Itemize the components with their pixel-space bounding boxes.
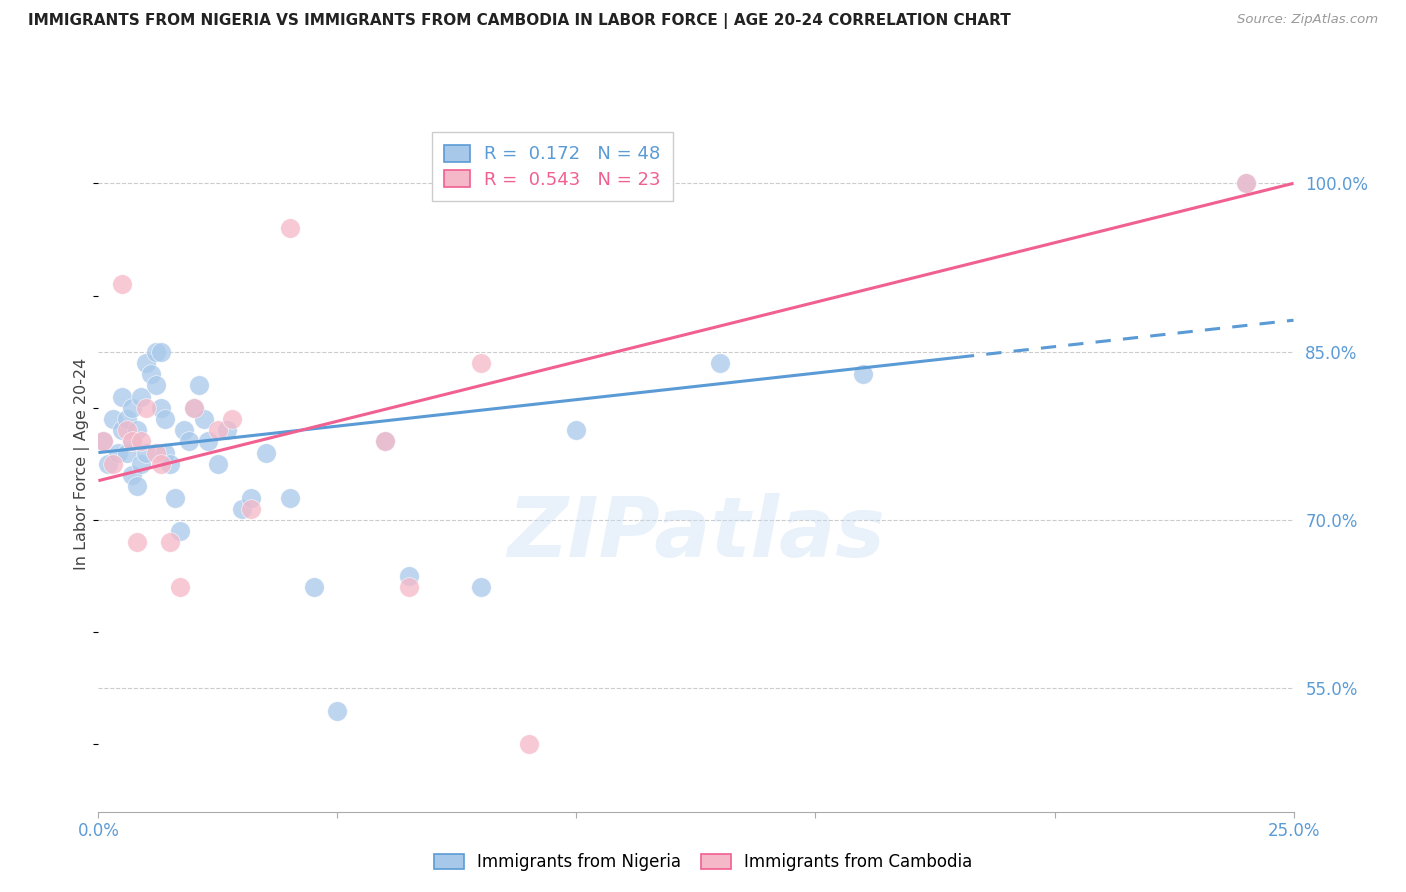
- Point: [278, 221, 301, 235]
- Point: [111, 277, 134, 292]
- Point: [169, 580, 191, 594]
- Point: [326, 704, 349, 718]
- Point: [374, 434, 396, 449]
- Point: [145, 344, 167, 359]
- Point: [131, 434, 153, 449]
- Point: [183, 401, 205, 415]
- Point: [565, 423, 588, 437]
- Point: [155, 445, 177, 459]
- Point: [159, 535, 181, 549]
- Point: [115, 423, 138, 437]
- Point: [159, 457, 181, 471]
- Point: [221, 412, 243, 426]
- Point: [121, 401, 143, 415]
- Point: [193, 412, 215, 426]
- Point: [121, 468, 143, 483]
- Point: [278, 491, 301, 505]
- Point: [135, 401, 157, 415]
- Text: Source: ZipAtlas.com: Source: ZipAtlas.com: [1237, 13, 1378, 27]
- Point: [398, 580, 420, 594]
- Point: [131, 390, 153, 404]
- Point: [240, 491, 263, 505]
- Legend: R =  0.172   N = 48, R =  0.543   N = 23: R = 0.172 N = 48, R = 0.543 N = 23: [432, 132, 673, 202]
- Point: [852, 367, 875, 381]
- Point: [207, 423, 229, 437]
- Text: IMMIGRANTS FROM NIGERIA VS IMMIGRANTS FROM CAMBODIA IN LABOR FORCE | AGE 20-24 C: IMMIGRANTS FROM NIGERIA VS IMMIGRANTS FR…: [28, 13, 1011, 29]
- Point: [1234, 176, 1257, 190]
- Legend: Immigrants from Nigeria, Immigrants from Cambodia: Immigrants from Nigeria, Immigrants from…: [425, 845, 981, 880]
- Text: ZIPatlas: ZIPatlas: [508, 493, 884, 574]
- Point: [197, 434, 219, 449]
- Point: [101, 457, 124, 471]
- Point: [97, 457, 120, 471]
- Point: [179, 434, 201, 449]
- Point: [517, 738, 540, 752]
- Point: [91, 434, 114, 449]
- Point: [398, 569, 420, 583]
- Point: [149, 344, 172, 359]
- Point: [115, 445, 138, 459]
- Point: [135, 356, 157, 370]
- Point: [374, 434, 396, 449]
- Point: [217, 423, 239, 437]
- Point: [131, 457, 153, 471]
- Point: [207, 457, 229, 471]
- Point: [91, 434, 114, 449]
- Point: [470, 580, 492, 594]
- Point: [302, 580, 325, 594]
- Point: [240, 501, 263, 516]
- Point: [709, 356, 731, 370]
- Point: [115, 412, 138, 426]
- Point: [121, 434, 143, 449]
- Point: [135, 445, 157, 459]
- Point: [145, 378, 167, 392]
- Point: [187, 378, 209, 392]
- Point: [111, 390, 134, 404]
- Point: [125, 479, 148, 493]
- Point: [149, 457, 172, 471]
- Point: [231, 501, 253, 516]
- Point: [125, 535, 148, 549]
- Point: [613, 176, 636, 190]
- Point: [121, 434, 143, 449]
- Y-axis label: In Labor Force | Age 20-24: In Labor Force | Age 20-24: [75, 358, 90, 570]
- Point: [254, 445, 277, 459]
- Point: [111, 423, 134, 437]
- Point: [145, 445, 167, 459]
- Point: [155, 412, 177, 426]
- Point: [173, 423, 195, 437]
- Point: [183, 401, 205, 415]
- Point: [125, 423, 148, 437]
- Point: [149, 401, 172, 415]
- Point: [470, 356, 492, 370]
- Point: [101, 412, 124, 426]
- Point: [107, 445, 129, 459]
- Point: [139, 367, 162, 381]
- Point: [163, 491, 186, 505]
- Point: [1234, 176, 1257, 190]
- Point: [169, 524, 191, 538]
